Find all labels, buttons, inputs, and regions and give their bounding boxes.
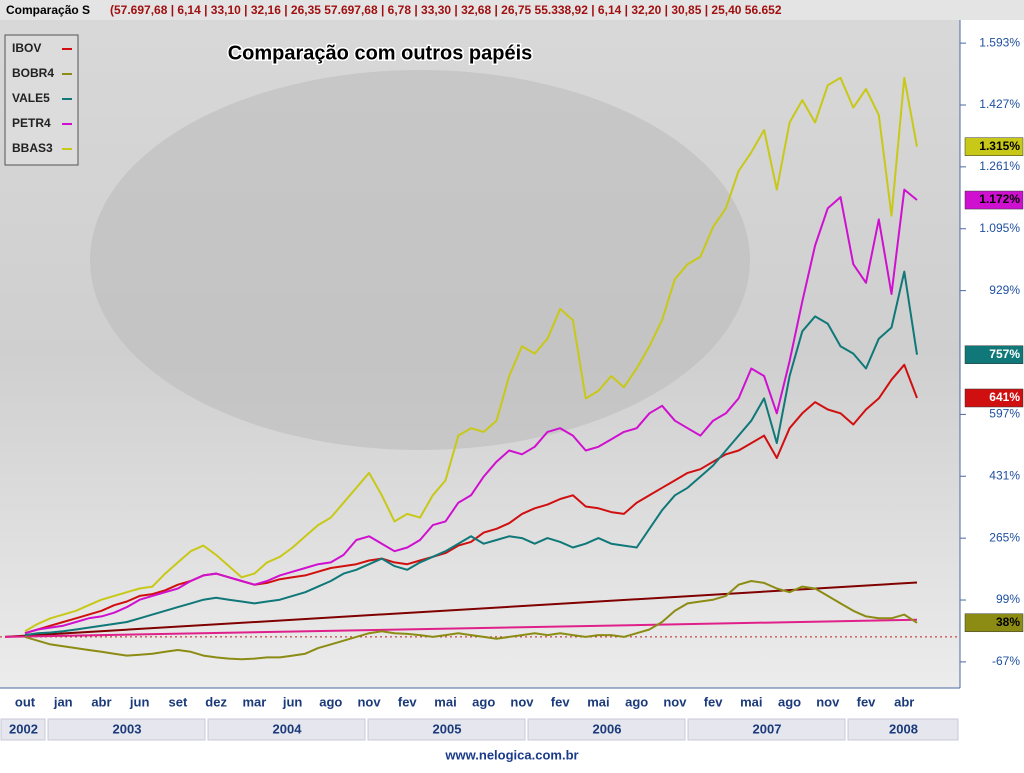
x-tick-label: mai — [587, 694, 609, 709]
end-label-box — [964, 345, 1024, 364]
year-label: 2005 — [433, 721, 462, 736]
trend-line — [4, 618, 918, 638]
end-label: 757% — [989, 347, 1020, 361]
year-cell — [687, 718, 846, 741]
y-tick-label: 431% — [989, 468, 1020, 482]
series-line — [24, 580, 918, 661]
footer: www.nelogica.com.br — [444, 747, 578, 762]
y-tick-label: 597% — [989, 407, 1020, 421]
x-tick-label: abr — [91, 694, 111, 709]
x-tick-label: fev — [857, 694, 877, 709]
y-tick-label: 265% — [989, 530, 1020, 544]
x-tick-label: fev — [551, 694, 571, 709]
year-label: 2006 — [593, 721, 622, 736]
end-label: 641% — [989, 390, 1020, 404]
end-label: 1.172% — [979, 192, 1020, 206]
year-label: 2008 — [889, 721, 918, 736]
year-label: 2002 — [9, 721, 38, 736]
chart-title: Comparação com outros papéis — [228, 42, 533, 64]
year-cell — [47, 718, 206, 741]
background-photo — [90, 70, 750, 450]
x-tick-label: jan — [53, 694, 73, 709]
y-tick-label: 1.427% — [979, 97, 1020, 111]
end-label: 1.315% — [979, 139, 1020, 153]
y-tick-label: 929% — [989, 283, 1020, 297]
legend-label: BBAS3 — [12, 141, 53, 155]
legend-label: BOBR4 — [12, 66, 54, 80]
x-tick-label: set — [169, 694, 188, 709]
end-label-box — [964, 613, 1024, 633]
x-tick-label: mar — [242, 694, 266, 709]
x-tick-label: ago — [319, 694, 342, 709]
trend-line — [4, 581, 918, 638]
x-tick-label: ago — [472, 694, 495, 709]
x-tick-label: dez — [205, 694, 227, 709]
series-line — [24, 76, 918, 633]
year-cell — [367, 718, 526, 741]
year-cell — [847, 718, 959, 741]
year-label: 2004 — [273, 721, 303, 736]
year-cell — [527, 718, 686, 741]
end-label-box — [964, 190, 1024, 210]
x-tick-label: fev — [398, 694, 418, 709]
x-tick-label: ago — [625, 694, 648, 709]
x-tick-label: nov — [663, 694, 687, 709]
year-label: 2007 — [753, 721, 782, 736]
y-tick-label: 1.261% — [979, 159, 1020, 173]
year-cell — [0, 718, 46, 741]
header-label: Comparação S — [6, 3, 90, 17]
x-tick-label: mai — [740, 694, 762, 709]
year-cell — [207, 718, 366, 741]
x-tick-label: abr — [894, 694, 914, 709]
x-tick-label: nov — [510, 694, 534, 709]
x-tick-label: nov — [357, 694, 381, 709]
y-tick-label: -67% — [992, 654, 1020, 668]
legend-label: PETR4 — [12, 116, 51, 130]
header-bar — [0, 0, 1024, 20]
x-tick-label: jun — [129, 694, 150, 709]
year-label: 2003 — [113, 721, 142, 736]
end-label-box — [964, 137, 1024, 156]
y-tick-label: 1.593% — [979, 35, 1020, 49]
x-tick-label: ago — [778, 694, 801, 709]
series-line — [24, 188, 918, 635]
x-tick-label: fev — [704, 694, 724, 709]
legend-label: IBOV — [12, 41, 41, 55]
series-line — [24, 270, 918, 637]
end-label-box — [964, 388, 1024, 408]
end-label: 38% — [996, 615, 1020, 629]
x-tick-label: mai — [434, 694, 456, 709]
series-line — [24, 363, 918, 635]
legend-label: VALE5 — [12, 91, 50, 105]
x-tick-label: out — [15, 694, 36, 709]
x-tick-label: nov — [816, 694, 840, 709]
y-tick-label: 1.095% — [979, 221, 1020, 235]
x-tick-label: jun — [282, 694, 303, 709]
y-tick-label: 99% — [996, 592, 1020, 606]
header-values: (57.697,68 | 6,14 | 33,10 | 32,16 | 26,3… — [110, 3, 782, 17]
